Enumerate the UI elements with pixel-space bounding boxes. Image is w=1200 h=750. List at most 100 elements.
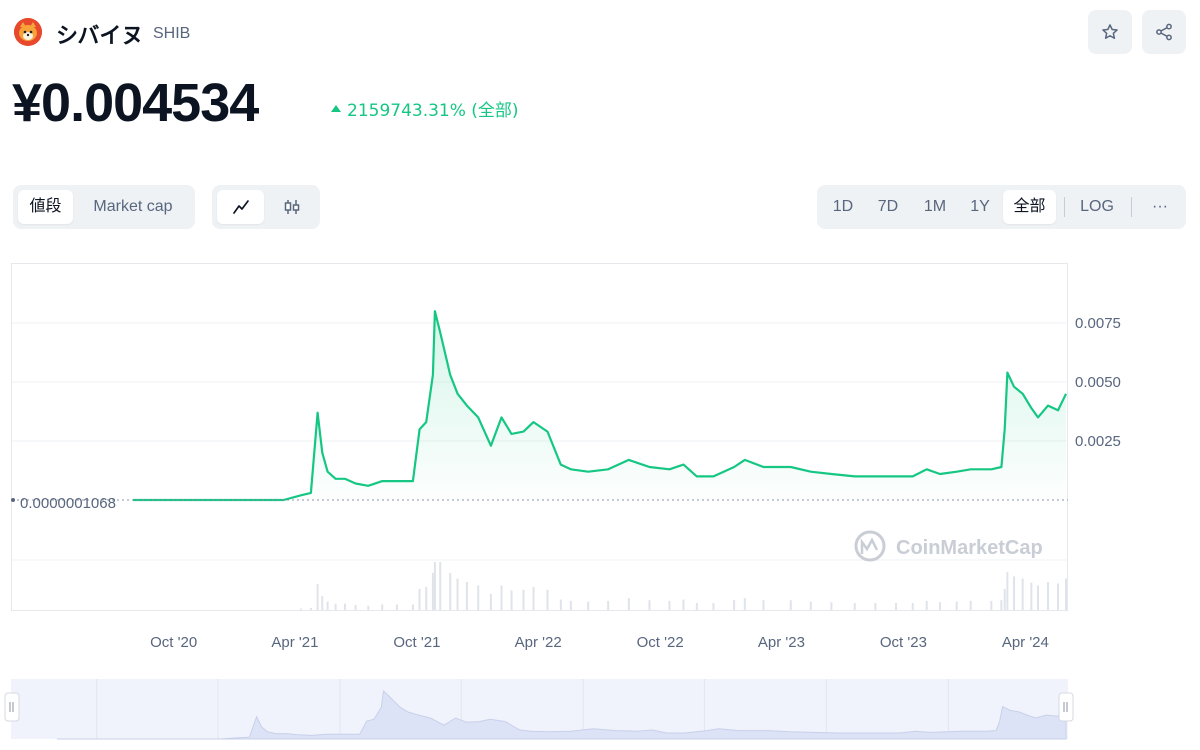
navigator-handle-right[interactable] bbox=[1058, 692, 1074, 722]
volume-bar bbox=[990, 600, 993, 610]
volume-bar bbox=[1000, 600, 1003, 610]
range-1d[interactable]: 1D bbox=[832, 198, 854, 215]
x-tick-label: Oct '22 bbox=[637, 634, 684, 651]
share-icon bbox=[1156, 23, 1172, 41]
candlestick-button[interactable] bbox=[268, 190, 315, 224]
volume-bar bbox=[607, 600, 610, 610]
volume-bar bbox=[431, 572, 434, 610]
navigator-area bbox=[57, 689, 1067, 740]
volume-bar bbox=[326, 601, 329, 610]
x-tick-label: Apr '22 bbox=[515, 634, 562, 651]
price-change: 2159743.31% (全部) bbox=[331, 96, 519, 121]
x-tick-label: Apr '24 bbox=[1002, 634, 1049, 651]
volume-bar bbox=[874, 603, 877, 610]
volume-bar bbox=[969, 600, 972, 610]
volume-bar bbox=[489, 593, 492, 610]
volume-bar bbox=[433, 562, 436, 610]
volume-bar bbox=[418, 589, 421, 610]
volume-bar bbox=[925, 600, 928, 610]
price: ¥0.004534 bbox=[12, 73, 259, 133]
separator bbox=[1131, 197, 1132, 217]
baseline-marker bbox=[11, 498, 15, 502]
watermark-text: CoinMarketCap bbox=[896, 537, 1043, 559]
volume-bar bbox=[1030, 582, 1033, 610]
separator bbox=[1064, 197, 1065, 217]
volume-bar bbox=[316, 584, 319, 610]
volume-bar bbox=[299, 608, 302, 610]
volume-bar bbox=[546, 589, 549, 610]
volume-bar bbox=[411, 604, 414, 610]
volume-bar bbox=[354, 605, 357, 610]
volume-bar bbox=[367, 605, 370, 610]
more-button[interactable]: ··· bbox=[1141, 190, 1179, 224]
y-tick-label: 0.0050 bbox=[1075, 374, 1121, 391]
volume-bar bbox=[648, 600, 651, 610]
volume-bar bbox=[395, 604, 398, 610]
volume-bar bbox=[939, 602, 942, 610]
volume-bar bbox=[1057, 583, 1060, 610]
navigator[interactable] bbox=[11, 679, 1068, 739]
range-7d[interactable]: 7D bbox=[877, 198, 899, 215]
volume-bar bbox=[381, 604, 384, 610]
volume-bar bbox=[1013, 576, 1016, 610]
navigator-handle-left[interactable] bbox=[4, 692, 20, 722]
volume-bar bbox=[853, 603, 856, 610]
chart-type-toggle bbox=[212, 185, 320, 229]
y-tick-label: 0.0075 bbox=[1075, 315, 1121, 332]
coin-name: シバイヌ bbox=[56, 24, 144, 49]
volume-bar bbox=[456, 578, 459, 610]
volume-bar bbox=[439, 562, 442, 610]
line-chart-button[interactable] bbox=[217, 190, 264, 224]
range-1m[interactable]: 1M bbox=[923, 198, 947, 215]
volume-bar bbox=[955, 601, 958, 610]
volume-bar bbox=[682, 599, 685, 610]
metric-toggle: 値段 Market cap bbox=[13, 185, 195, 229]
tab-market-cap[interactable]: Market cap bbox=[93, 198, 173, 215]
volume-bar bbox=[334, 603, 337, 610]
x-tick-label: Oct '20 bbox=[150, 634, 197, 651]
range-toggle: 1D 7D 1M 1Y 全部 LOG ··· bbox=[817, 185, 1186, 229]
range-1y[interactable]: 1Y bbox=[970, 198, 990, 215]
volume-bar bbox=[425, 586, 428, 610]
volume-bar bbox=[1037, 585, 1040, 610]
line-chart-icon bbox=[232, 200, 249, 214]
volume-bar bbox=[911, 603, 914, 610]
volume-bar bbox=[309, 607, 312, 610]
volume-bar bbox=[587, 601, 590, 610]
chart-frame bbox=[11, 263, 1068, 611]
up-arrow-icon bbox=[331, 105, 341, 112]
volume-bar bbox=[559, 599, 562, 610]
volume-bar bbox=[465, 582, 468, 610]
volume-bar bbox=[569, 600, 572, 610]
star-icon bbox=[1102, 24, 1118, 39]
volume-bar bbox=[321, 596, 324, 610]
volume-bar bbox=[627, 598, 630, 610]
volume-bar bbox=[695, 603, 698, 610]
volume-bar bbox=[1021, 578, 1024, 610]
price-line bbox=[133, 310, 1067, 502]
volume-bar bbox=[1003, 589, 1006, 610]
x-tick-label: Oct '21 bbox=[393, 634, 440, 651]
volume-bar bbox=[449, 572, 452, 610]
volume-bar bbox=[830, 602, 833, 610]
volume-bar bbox=[1006, 572, 1009, 610]
volume-bar bbox=[510, 590, 513, 610]
range-all[interactable]: 全部 bbox=[1003, 190, 1056, 224]
volume-bar bbox=[477, 585, 480, 610]
volume-bar bbox=[743, 598, 746, 610]
share-button[interactable] bbox=[1142, 10, 1186, 54]
log-toggle[interactable]: LOG bbox=[1080, 198, 1114, 215]
more-icon: ··· bbox=[1152, 198, 1168, 215]
volume-bar bbox=[712, 603, 715, 610]
volume-bar bbox=[522, 589, 525, 610]
watermark: CoinMarketCap bbox=[854, 530, 1043, 562]
tab-price[interactable]: 値段 bbox=[18, 190, 73, 224]
x-tick-label: Apr '21 bbox=[271, 634, 318, 651]
volume-bar bbox=[733, 600, 736, 610]
volume-bar bbox=[500, 585, 503, 610]
volume-bar bbox=[1065, 578, 1067, 610]
price-change-value: 2159743.31% (全部) bbox=[347, 101, 519, 121]
y-tick-label: 0.0025 bbox=[1075, 433, 1121, 450]
favorite-button[interactable] bbox=[1088, 10, 1132, 54]
